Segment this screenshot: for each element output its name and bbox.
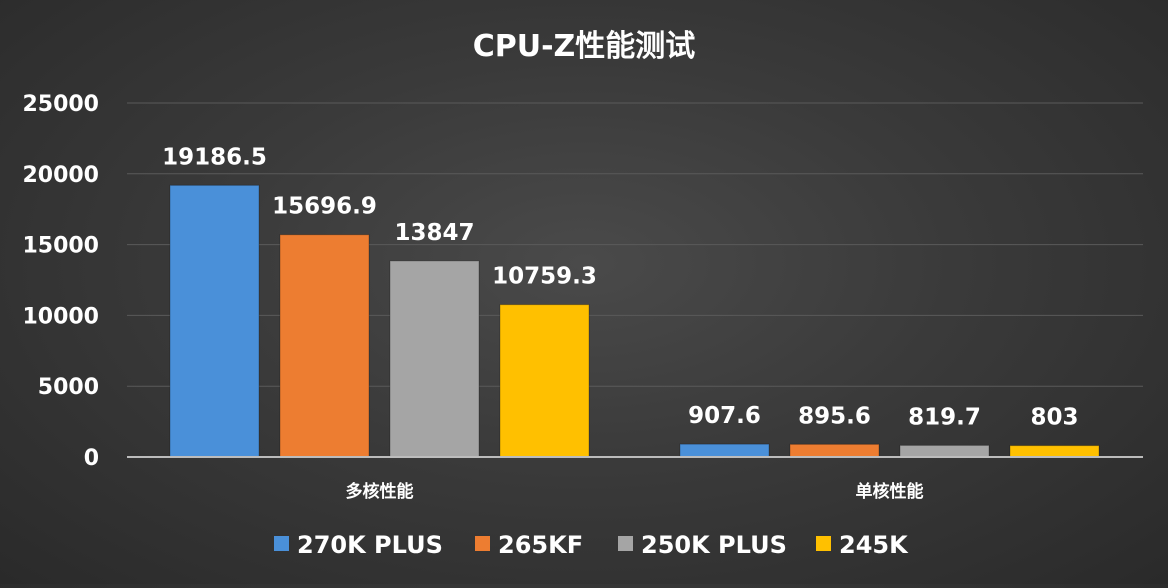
legend-label: 270K PLUS [297, 531, 443, 559]
legend-swatch [274, 536, 289, 551]
data-label: 13847 [394, 220, 474, 246]
bar [679, 443, 770, 458]
data-label: 19186.5 [162, 144, 267, 170]
legend-swatch [816, 536, 831, 551]
bar [169, 184, 260, 458]
data-label: 819.7 [908, 404, 981, 430]
data-label: 895.6 [798, 403, 871, 429]
y-tick-label: 20000 [22, 163, 99, 188]
y-tick-label: 0 [84, 446, 99, 471]
bar [389, 260, 480, 458]
gridlines [127, 102, 1143, 387]
category-label: 单核性能 [856, 481, 924, 502]
legend-swatch [618, 536, 633, 551]
legend: 270K PLUS 265KF 250K PLUS 245K [274, 531, 909, 559]
category-labels: 多核性能 单核性能 [346, 481, 924, 502]
bars [169, 184, 1100, 458]
legend-label: 245K [839, 531, 909, 559]
y-tick-label: 10000 [22, 304, 99, 329]
y-tick-label: 25000 [22, 92, 99, 117]
y-tick-label: 5000 [38, 375, 99, 400]
legend-label: 250K PLUS [641, 531, 787, 559]
data-label: 15696.9 [272, 194, 377, 220]
bar [1009, 445, 1100, 458]
bar [279, 234, 370, 458]
legend-swatch [475, 536, 490, 551]
legend-label: 265KF [498, 531, 583, 559]
data-label: 10759.3 [492, 264, 597, 290]
bar [499, 304, 590, 458]
data-label: 907.6 [688, 403, 761, 429]
y-tick-label: 15000 [22, 234, 99, 259]
bar [899, 444, 990, 458]
data-label: 803 [1030, 405, 1078, 431]
bar [789, 443, 880, 458]
y-axis-ticks: 0 5000 10000 15000 20000 25000 [22, 92, 99, 471]
category-label: 多核性能 [346, 481, 414, 502]
chart-title: CPU-Z性能测试 [473, 29, 696, 64]
